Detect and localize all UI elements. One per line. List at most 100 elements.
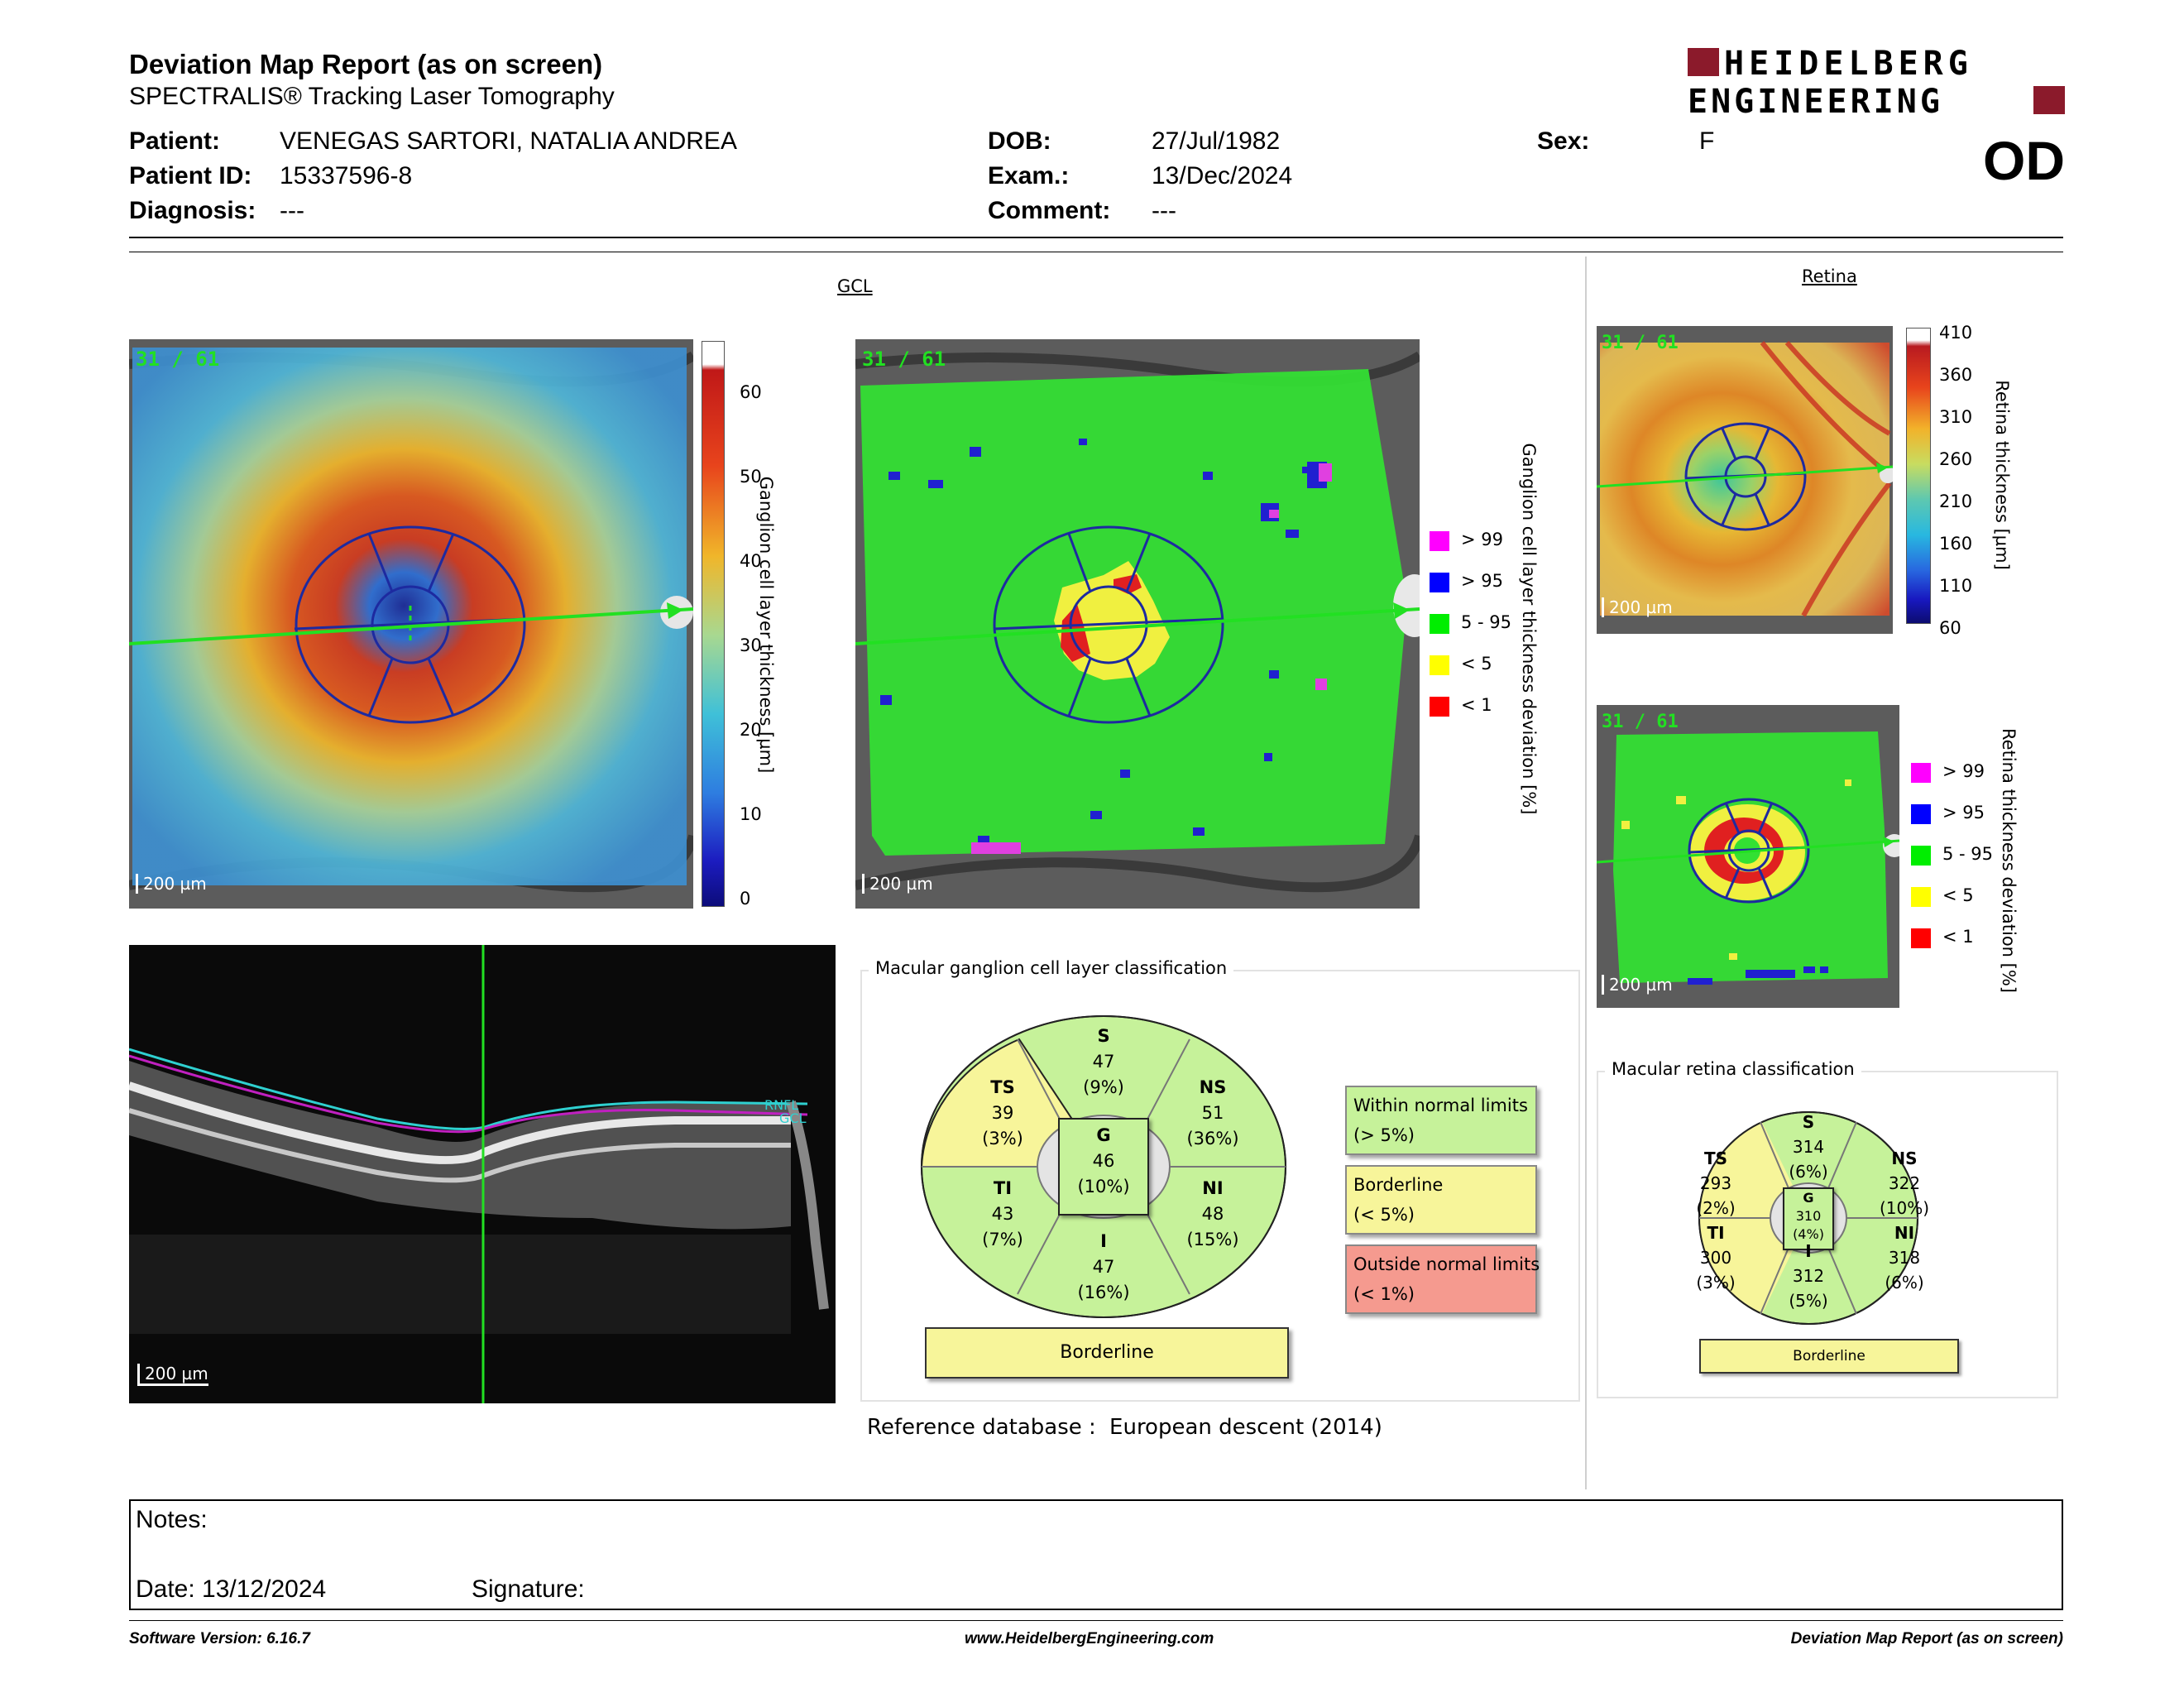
legend-within-normal: Within normal limits (> 5%) [1345,1086,1537,1155]
retina-legend-label-normal: 5 - 95 [1942,844,1994,864]
sector-ti-label: TI [993,1178,1013,1198]
sector-i-value: 47 [1092,1257,1115,1277]
website: www.HeidelbergEngineering.com [965,1630,1214,1647]
gcl-thickness-map [127,339,698,909]
sector-i-label: I [1805,1241,1812,1261]
retina-legend-label-gt99: > 99 [1942,761,1985,781]
retina-legend-label-lt5: < 5 [1942,885,1974,905]
sector-i-percent: (16%) [1077,1283,1130,1302]
patient-name: VENEGAS SARTORI, NATALIA ANDREA [280,127,737,155]
retina-thickness-colorbar [1906,328,1931,624]
retina-deviation-scale-bar: 200 µm [1602,975,1673,995]
retina-legend-label-gt95: > 95 [1942,803,1985,822]
gcl-thickness-axis-label: Ganglion cell layer thickness [µm] [756,476,776,774]
gcl-thickness-tick: 10 [740,804,762,824]
diagnosis-label: Diagnosis: [129,197,256,224]
rnfl-layer-label: RNFL [764,1097,799,1113]
gcl-deviation-frame-count: 31 / 61 [862,348,946,371]
sector-ti-label: TI [1707,1223,1725,1243]
retina-thickness-tick: 410 [1939,323,1973,343]
sex-label: Sex: [1537,127,1590,155]
sector-g-percent: (4%) [1793,1226,1824,1242]
sector-g-percent: (10%) [1077,1177,1130,1196]
footer-report-name: Deviation Map Report (as on screen) [1790,1630,2063,1647]
legend-within-normal-range: (> 5%) [1353,1125,1415,1145]
legend-outside-normal-range: (< 1%) [1353,1284,1415,1304]
sector-s-label: S [1802,1112,1815,1132]
legend-outside-normal-label: Outside normal limits [1353,1254,1540,1274]
sector-ns-label: NS [1891,1149,1918,1168]
legend-label-gt99: > 99 [1461,530,1503,549]
notes-date: Date: 13/12/2024 [136,1575,327,1603]
diagnosis-value: --- [280,197,304,224]
exam-date: 13/Dec/2024 [1152,162,1293,189]
sector-ni-value: 48 [1201,1204,1224,1224]
retina-thickness-tick: 310 [1939,407,1973,427]
sector-g-label: G [1803,1190,1814,1206]
legend-borderline-range: (< 5%) [1353,1205,1415,1225]
legend-outside-normal: Outside normal limits (< 1%) [1345,1244,1540,1314]
legend-swatch-gt95 [1430,573,1449,592]
retina-thickness-tick: 160 [1939,534,1973,554]
sector-ni-percent: (15%) [1186,1230,1239,1249]
software-version: Software Version: 6.16.7 [129,1630,310,1647]
sector-s-value: 314 [1792,1137,1825,1157]
sector-g-label: G [1096,1125,1111,1145]
retina-classification-result: Borderline [1699,1339,1959,1374]
signature-label: Signature: [472,1575,585,1603]
dob-label: DOB: [988,127,1051,155]
sector-ti-value: 43 [991,1204,1014,1224]
gcl-frame-count: 31 / 61 [136,348,220,371]
sector-ti-percent: (3%) [1696,1273,1736,1292]
sector-ni-label: NI [1894,1223,1915,1243]
legend-label-lt1: < 1 [1461,695,1492,715]
sector-s-percent: (6%) [1789,1162,1828,1182]
sector-ni-percent: (6%) [1885,1273,1924,1292]
retina-legend-swatch-lt1 [1911,928,1931,948]
retina-deviation-map [1596,705,1906,1008]
patient-label: Patient: [129,127,221,155]
sector-ts-label: TS [1703,1149,1728,1168]
dob-value: 27/Jul/1982 [1152,127,1281,155]
legend-label-normal: 5 - 95 [1461,612,1512,632]
section-divider [1585,257,1587,1489]
sector-ni-value: 318 [1888,1248,1921,1268]
legend-swatch-gt99 [1430,531,1449,551]
eye-label: OD [1983,130,2065,191]
retina-legend-swatch-normal [1911,846,1931,866]
sector-ns-value: 51 [1201,1103,1224,1123]
legend-within-normal-label: Within normal limits [1353,1096,1528,1115]
sector-ns-value: 322 [1888,1173,1921,1193]
gcl-scale-bar: 200 µm [136,874,207,894]
legend-swatch-normal [1430,614,1449,634]
notes-box: Notes: Date: 13/12/2024 Signature: [129,1499,2063,1610]
retina-legend-swatch-gt99 [1911,763,1931,783]
retina-classification-chart [1698,1110,1919,1326]
gcl-thickness-colorbar [702,341,725,907]
sector-i-label: I [1100,1231,1107,1251]
exam-label: Exam.: [988,162,1070,189]
sector-s-percent: (9%) [1083,1077,1124,1097]
sector-s-value: 47 [1092,1052,1115,1072]
sector-ns-percent: (10%) [1879,1198,1930,1218]
retina-deviation-frame-count: 31 / 61 [1602,712,1679,732]
sector-ns-percent: (36%) [1186,1129,1239,1149]
header-divider [129,237,2063,238]
retina-frame-count: 31 / 61 [1602,333,1679,353]
retina-thickness-tick: 260 [1939,449,1973,469]
patient-id-label: Patient ID: [129,162,252,189]
report-title: Deviation Map Report (as on screen) [129,49,603,79]
retina-thickness-tick: 360 [1939,365,1973,385]
legend-swatch-lt5 [1430,655,1449,675]
sector-ti-percent: (7%) [982,1230,1023,1249]
sector-ts-value: 39 [991,1103,1014,1123]
comment-value: --- [1152,197,1176,224]
retina-thickness-tick: 210 [1939,492,1973,511]
svg-text:ENGINEERING: ENGINEERING [1688,83,1943,117]
gcl-deviation-map [854,339,1436,909]
retina-thickness-tick: 60 [1939,618,1961,638]
notes-label: Notes: [136,1506,208,1533]
sector-i-percent: (5%) [1789,1291,1828,1311]
gcl-thickness-tick: 50 [740,467,762,487]
retina-classification-title: Macular retina classification [1605,1059,1861,1079]
